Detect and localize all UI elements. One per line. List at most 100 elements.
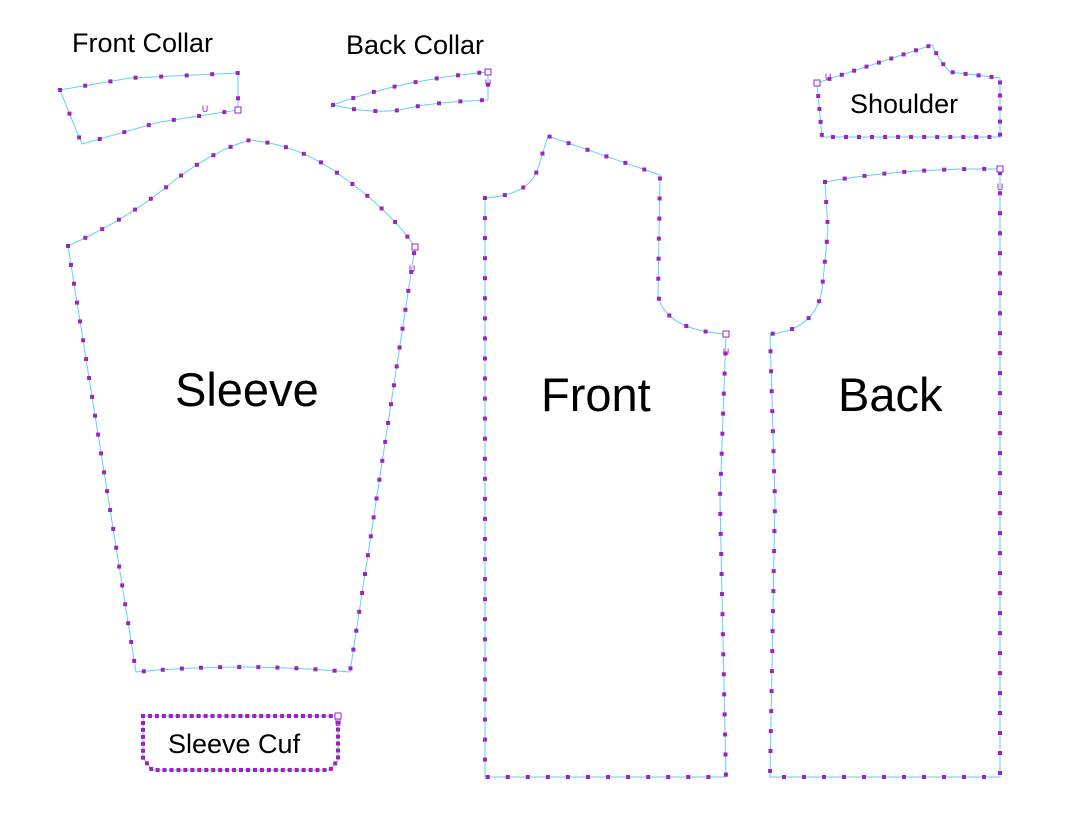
vertex-dot	[770, 649, 775, 654]
vertex-dot	[246, 768, 250, 772]
vertex-dot	[266, 768, 271, 772]
vertex-dot	[456, 73, 460, 78]
vertex-dot	[882, 775, 886, 779]
vertex-dot	[176, 768, 181, 772]
vertex-dot	[824, 200, 829, 204]
vertex-dot	[483, 516, 487, 521]
vertex-dot	[642, 167, 647, 172]
vertex-dot	[862, 173, 867, 178]
vertex-dot	[222, 110, 227, 115]
vertex-dot	[145, 761, 149, 766]
vertex-dot	[259, 768, 264, 772]
vertex-dot	[606, 775, 611, 779]
vertex-dot	[379, 206, 384, 211]
vertex-dot	[210, 72, 215, 77]
vertex-dot	[413, 80, 418, 85]
vertex-dot	[998, 231, 1002, 236]
vertex-dot	[819, 132, 824, 137]
vertex-dot	[154, 714, 159, 718]
vertex-dot	[477, 70, 482, 75]
vertex-dot	[998, 132, 1002, 137]
vertex-dot	[772, 509, 777, 514]
vertex-dot	[189, 714, 194, 718]
vertex-dot	[566, 141, 571, 146]
vertex-dot	[162, 768, 167, 772]
vertex-dot	[771, 569, 776, 574]
piece-front-collar: Front Collar	[59, 28, 239, 145]
vertex-dot	[998, 711, 1002, 715]
vertex-dot	[876, 60, 881, 65]
vertex-dot	[666, 775, 671, 779]
vertex-dot	[66, 244, 70, 248]
vertex-dot	[922, 168, 927, 173]
vertex-dot	[69, 262, 73, 267]
vertex-dot	[718, 531, 723, 536]
vertex-dot	[141, 727, 145, 732]
vertex-dot	[164, 185, 169, 190]
vertex-dot	[75, 300, 79, 305]
vertex-dot	[365, 193, 370, 198]
vertex-dot	[415, 104, 420, 109]
vertex-dot	[141, 741, 145, 746]
vertex-dot	[141, 748, 145, 753]
vertex-dot	[483, 216, 487, 221]
vertex-dot	[218, 768, 223, 772]
vertex-dot	[217, 714, 222, 718]
vertex-dot	[483, 757, 487, 762]
vertex-dot	[117, 564, 122, 569]
vertex-dot	[830, 135, 835, 139]
front-label: Front	[541, 368, 651, 421]
vertex-dot	[998, 106, 1002, 111]
vertex-dot	[377, 477, 382, 482]
vertex-dot	[83, 235, 88, 240]
vertex-dot	[159, 74, 164, 79]
vertex-dot	[771, 609, 775, 614]
vertex-dot	[864, 64, 869, 69]
vertex-dot	[197, 768, 202, 772]
vertex-dot	[883, 135, 888, 139]
vertex-dot	[403, 307, 408, 312]
vertex-dot	[204, 768, 209, 772]
notch-glyph: U	[409, 265, 416, 275]
vertex-dot	[818, 119, 823, 124]
notch-glyph: U	[825, 73, 832, 83]
vertex-dot	[656, 236, 661, 241]
piece-back-collar: Back Collar	[331, 30, 489, 112]
vertex-dot	[998, 119, 1002, 124]
vertex-dot	[505, 775, 510, 779]
vertex-dot	[486, 82, 490, 87]
vertex-dot	[942, 167, 947, 172]
vertex-dot	[108, 508, 113, 512]
vertex-dot	[253, 768, 257, 772]
vertex-dot	[322, 768, 327, 772]
seam-corner-marker	[334, 712, 342, 720]
vertex-dot	[770, 331, 775, 336]
vertex-dot	[224, 714, 229, 718]
vertex-dot	[301, 714, 305, 718]
vertex-dot	[280, 714, 285, 718]
vertex-dot	[81, 338, 86, 343]
vertex-dot	[280, 768, 285, 772]
vertex-dot	[386, 421, 391, 425]
vertex-dot	[371, 89, 376, 94]
vertex-dot	[78, 319, 82, 324]
vertex-dot	[770, 429, 775, 434]
vertex-dot	[321, 714, 326, 718]
vertex-dot	[962, 167, 967, 172]
vertex-dot	[998, 411, 1002, 416]
vertex-dot	[719, 451, 724, 456]
vertex-dot	[406, 288, 411, 293]
vertex-dot	[238, 714, 243, 718]
vertex-dot	[963, 71, 968, 76]
vertex-dot	[646, 775, 651, 779]
piece-front: Front	[484, 135, 727, 778]
vertex-dot	[723, 732, 728, 737]
vertex-dot	[768, 769, 773, 773]
vertex-dot	[483, 717, 487, 722]
vertex-dot	[483, 296, 487, 301]
vertex-dot	[383, 439, 388, 444]
vertex-dot	[203, 714, 208, 718]
vertex-dot	[889, 56, 894, 61]
vertex-dot	[394, 108, 399, 113]
vertex-dot	[998, 251, 1002, 256]
